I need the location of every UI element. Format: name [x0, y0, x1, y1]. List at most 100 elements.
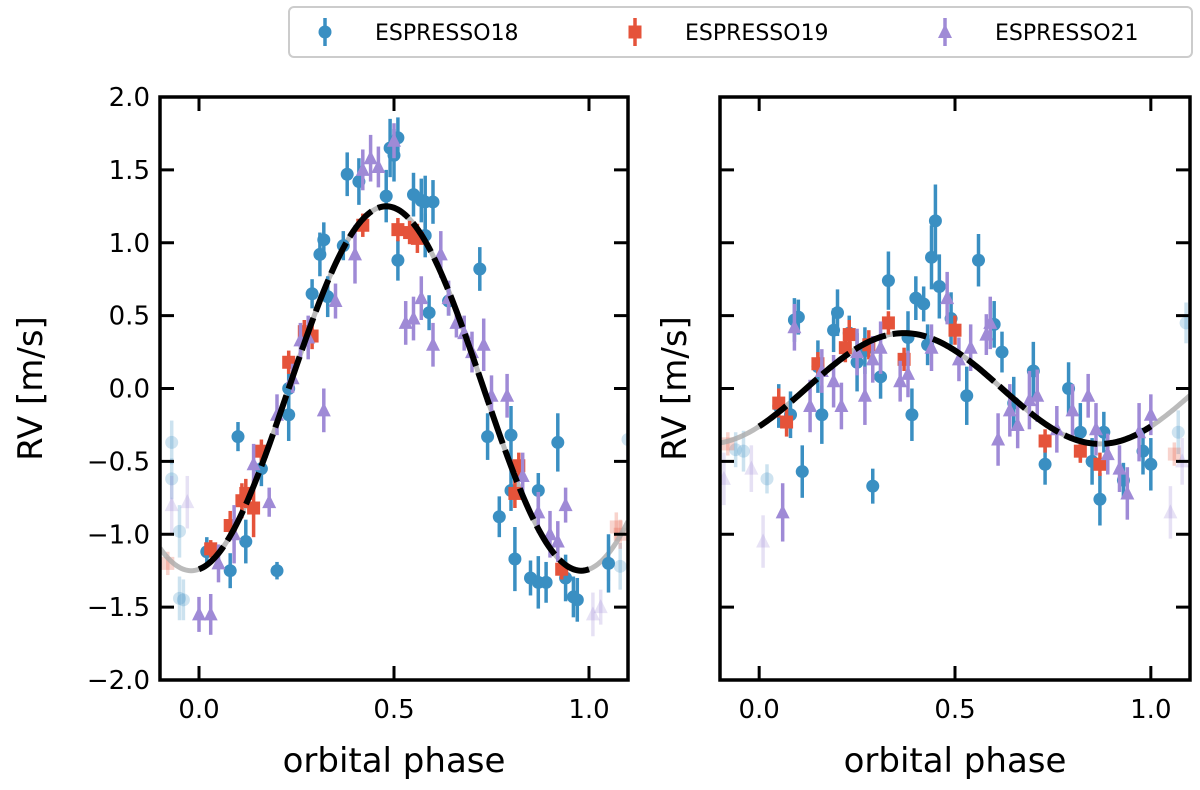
- legend-marker-ESPRESSO19: [628, 25, 642, 39]
- faded-data-point: [609, 520, 623, 534]
- data-point: [316, 402, 331, 417]
- data-point: [1038, 457, 1052, 471]
- data-point: [531, 484, 545, 498]
- series-ESPRESSO19: [204, 213, 569, 580]
- data-point: [972, 253, 985, 267]
- data-point: [543, 526, 557, 541]
- faded-data-point: [1163, 504, 1178, 519]
- data-point: [1030, 387, 1045, 402]
- x-tick-label: 0.0: [738, 695, 779, 725]
- data-point: [948, 323, 962, 337]
- data-point: [328, 293, 343, 308]
- data-point: [795, 465, 809, 479]
- data-point: [780, 415, 794, 429]
- faded-data-point: [756, 533, 771, 548]
- data-point: [924, 339, 939, 354]
- y-tick-label: 0.5: [109, 302, 150, 332]
- faded-data-point: [1171, 425, 1185, 439]
- data-point: [803, 397, 818, 412]
- data-point: [951, 351, 966, 366]
- data-point: [960, 389, 974, 403]
- data-point: [905, 408, 919, 422]
- y-tick-label: 2.0: [109, 83, 150, 113]
- data-point: [558, 497, 573, 512]
- data-point: [1120, 485, 1135, 500]
- y-tick-label: −1.0: [87, 520, 150, 550]
- data-point: [504, 428, 518, 442]
- data-point: [842, 328, 856, 342]
- x-tick-label: 0.0: [178, 695, 219, 725]
- data-point: [901, 365, 915, 380]
- data-point: [995, 345, 1009, 359]
- data-point: [893, 373, 908, 388]
- faded-data-point: [720, 470, 731, 485]
- data-point: [492, 510, 506, 524]
- faded-data-point: [173, 524, 186, 538]
- data-point: [775, 504, 790, 519]
- data-point: [1065, 402, 1080, 417]
- legend-box: [288, 6, 1193, 58]
- data-point: [1073, 444, 1087, 458]
- faded-data-point: [585, 606, 600, 621]
- data-point: [787, 319, 802, 334]
- data-point: [204, 542, 218, 556]
- data-point: [551, 435, 565, 449]
- data-point: [246, 456, 261, 471]
- data-point: [1144, 457, 1158, 471]
- data-point: [223, 564, 237, 578]
- y-axis-label: RV [m/s]: [11, 316, 51, 461]
- data-point: [834, 397, 849, 412]
- data-point: [305, 287, 319, 301]
- data-point: [239, 535, 253, 549]
- data-point: [539, 575, 553, 589]
- right-panel: 0.0 0.5 1.0 orbital phase RV [m/s]: [655, 95, 1192, 781]
- legend-marker-ESPRESSO21: [938, 24, 952, 38]
- data-point: [983, 314, 998, 329]
- data-point: [1038, 434, 1052, 448]
- data-point: [363, 150, 378, 165]
- model-curve: [197, 203, 590, 574]
- data-point: [826, 373, 841, 388]
- x-tick-label: 0.5: [373, 695, 414, 725]
- plot-area: [720, 184, 1190, 568]
- data-point: [340, 167, 354, 181]
- data-point: [247, 501, 261, 515]
- data-point: [1002, 402, 1017, 417]
- data-point: [203, 606, 218, 621]
- data-point: [422, 306, 436, 320]
- data-point: [1073, 425, 1087, 439]
- data-point: [317, 233, 331, 247]
- data-point: [1143, 406, 1158, 421]
- faded-data-point: [1179, 316, 1190, 330]
- legend-label: ESPRESSO21: [995, 21, 1139, 46]
- series-ESPRESSO18: [772, 184, 1158, 526]
- x-tick-label: 0.5: [934, 695, 975, 725]
- data-point: [831, 306, 844, 320]
- data-point: [473, 262, 487, 276]
- data-point: [414, 290, 429, 305]
- data-point: [355, 161, 370, 176]
- data-point: [398, 314, 413, 329]
- data-point: [481, 430, 495, 444]
- y-tick-label: 0.0: [109, 375, 150, 405]
- data-point: [1081, 387, 1096, 402]
- data-point: [570, 593, 584, 607]
- series-ESPRESSO21: [775, 271, 1158, 542]
- data-point: [857, 387, 872, 402]
- data-point: [531, 504, 546, 519]
- data-point: [1100, 446, 1115, 461]
- data-point: [991, 431, 1006, 446]
- data-point: [917, 297, 931, 311]
- data-point: [873, 339, 888, 354]
- x-axis-label: orbital phase: [844, 741, 1067, 781]
- data-point: [865, 351, 880, 366]
- data-point: [406, 310, 421, 325]
- model-curve: [757, 330, 1153, 447]
- data-point: [262, 494, 277, 509]
- data-point: [1112, 460, 1127, 475]
- data-point: [371, 158, 386, 173]
- data-point: [391, 253, 405, 267]
- data-point: [874, 370, 888, 384]
- data-point: [426, 195, 440, 209]
